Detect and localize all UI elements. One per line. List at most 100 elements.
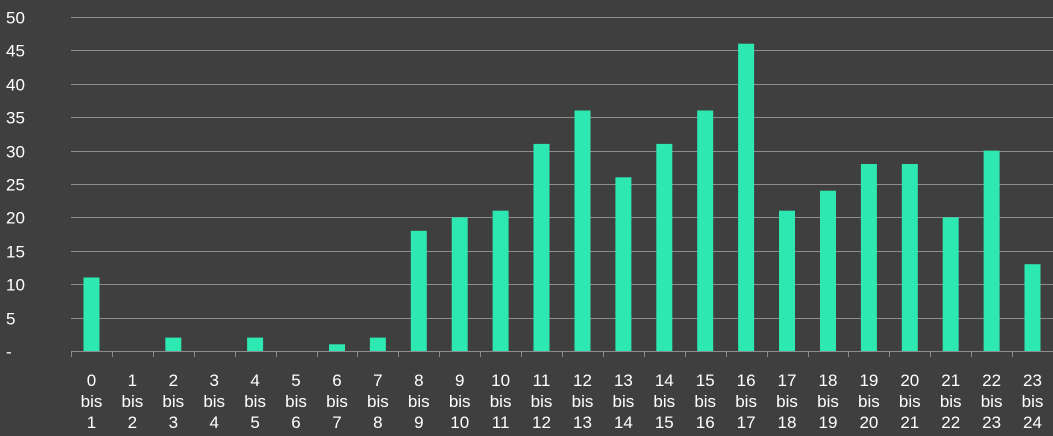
x-category-label: 11	[533, 371, 551, 390]
x-category-label: 18	[778, 413, 797, 432]
y-tick-label: 10	[6, 276, 25, 295]
x-category-label: 24	[1023, 413, 1042, 432]
x-category-label: 3	[169, 413, 178, 432]
gridlines	[71, 17, 1053, 352]
x-category-label: bis	[449, 392, 471, 411]
bar	[410, 230, 427, 351]
y-axis-tick-labels: - 5 10 15 20 25 30 35 40 45 50	[6, 9, 25, 362]
y-tick-label: 15	[6, 243, 25, 262]
x-category-label: 20	[900, 371, 919, 390]
x-category-label: bis	[981, 392, 1003, 411]
y-tick-label: -	[6, 343, 12, 362]
x-category-label: 1	[128, 371, 137, 390]
bar	[942, 217, 959, 351]
x-category-label: bis	[940, 392, 962, 411]
x-category-label: bis	[735, 392, 757, 411]
bar	[247, 337, 264, 351]
bars	[83, 43, 1041, 351]
x-category-label: bis	[694, 392, 716, 411]
bar	[615, 177, 632, 351]
y-tick-label: 20	[6, 209, 25, 228]
x-category-label: 13	[614, 371, 633, 390]
x-category-label: 19	[859, 371, 878, 390]
x-category-label: 3	[209, 371, 218, 390]
x-category-label: 8	[373, 413, 382, 432]
y-tick-label: 25	[6, 176, 25, 195]
x-category-label: 19	[819, 413, 838, 432]
x-category-label: 22	[941, 413, 960, 432]
y-tick-label: 40	[6, 76, 25, 95]
x-category-label: 12	[532, 413, 551, 432]
x-category-label: 9	[414, 413, 423, 432]
x-category-label: bis	[162, 392, 184, 411]
bar	[574, 110, 591, 351]
x-category-label: bis	[244, 392, 266, 411]
x-category-label: 23	[982, 413, 1001, 432]
x-category-label: 6	[291, 413, 300, 432]
x-axis-category-labels: 0bis11bis22bis33bis44bis55bis66bis77bis8…	[81, 371, 1044, 432]
bar	[492, 210, 509, 351]
x-category-label: 6	[332, 371, 341, 390]
bar	[901, 164, 918, 351]
x-category-label: 20	[859, 413, 878, 432]
x-category-label: bis	[531, 392, 553, 411]
x-category-label: 12	[573, 371, 592, 390]
x-category-label: bis	[776, 392, 798, 411]
x-category-label: 2	[169, 371, 178, 390]
bar	[820, 190, 836, 351]
bar	[656, 143, 673, 351]
bar	[983, 150, 1000, 351]
x-category-label: 2	[128, 413, 137, 432]
bar	[779, 210, 795, 351]
x-category-label: 1	[87, 413, 96, 432]
y-tick-label: 35	[6, 109, 25, 128]
x-category-label: 7	[373, 371, 382, 390]
x-axis-ticks	[71, 351, 1013, 357]
x-category-label: 18	[819, 371, 838, 390]
bar	[165, 337, 182, 351]
x-category-label: 22	[982, 371, 1001, 390]
x-category-label: 16	[737, 371, 756, 390]
x-category-label: 4	[209, 413, 218, 432]
x-category-label: 15	[655, 413, 674, 432]
bar	[369, 337, 386, 351]
x-category-label: 0	[87, 371, 96, 390]
x-category-label: bis	[1022, 392, 1044, 411]
x-category-label: bis	[367, 392, 389, 411]
x-category-label: 17	[778, 371, 797, 390]
bar	[1024, 264, 1041, 351]
bar	[697, 110, 714, 351]
x-category-label: 14	[614, 413, 633, 432]
x-category-label: 4	[250, 371, 259, 390]
x-category-label: 16	[696, 413, 715, 432]
x-category-label: 17	[737, 413, 756, 432]
x-category-label: 8	[414, 371, 423, 390]
y-tick-label: 5	[6, 310, 15, 329]
x-category-label: 11	[492, 413, 510, 432]
y-tick-label: 50	[6, 9, 25, 28]
x-category-label: 5	[291, 371, 300, 390]
bar	[83, 277, 100, 351]
x-category-label: bis	[572, 392, 594, 411]
x-category-label: 13	[573, 413, 592, 432]
x-category-label: 14	[655, 371, 674, 390]
y-tick-label: 45	[6, 42, 25, 61]
x-category-label: bis	[613, 392, 635, 411]
x-category-label: 10	[491, 371, 510, 390]
x-category-label: bis	[817, 392, 839, 411]
x-category-label: bis	[81, 392, 103, 411]
bar	[860, 164, 877, 351]
x-category-label: bis	[285, 392, 307, 411]
x-category-label: 15	[696, 371, 715, 390]
x-category-label: bis	[653, 392, 675, 411]
x-category-label: 10	[450, 413, 469, 432]
x-category-label: bis	[408, 392, 430, 411]
x-category-label: bis	[122, 392, 144, 411]
x-category-label: bis	[899, 392, 921, 411]
x-category-label: 5	[250, 413, 259, 432]
bar	[329, 344, 345, 351]
x-category-label: 23	[1023, 371, 1042, 390]
x-category-label: 7	[332, 413, 341, 432]
bar	[738, 43, 755, 351]
